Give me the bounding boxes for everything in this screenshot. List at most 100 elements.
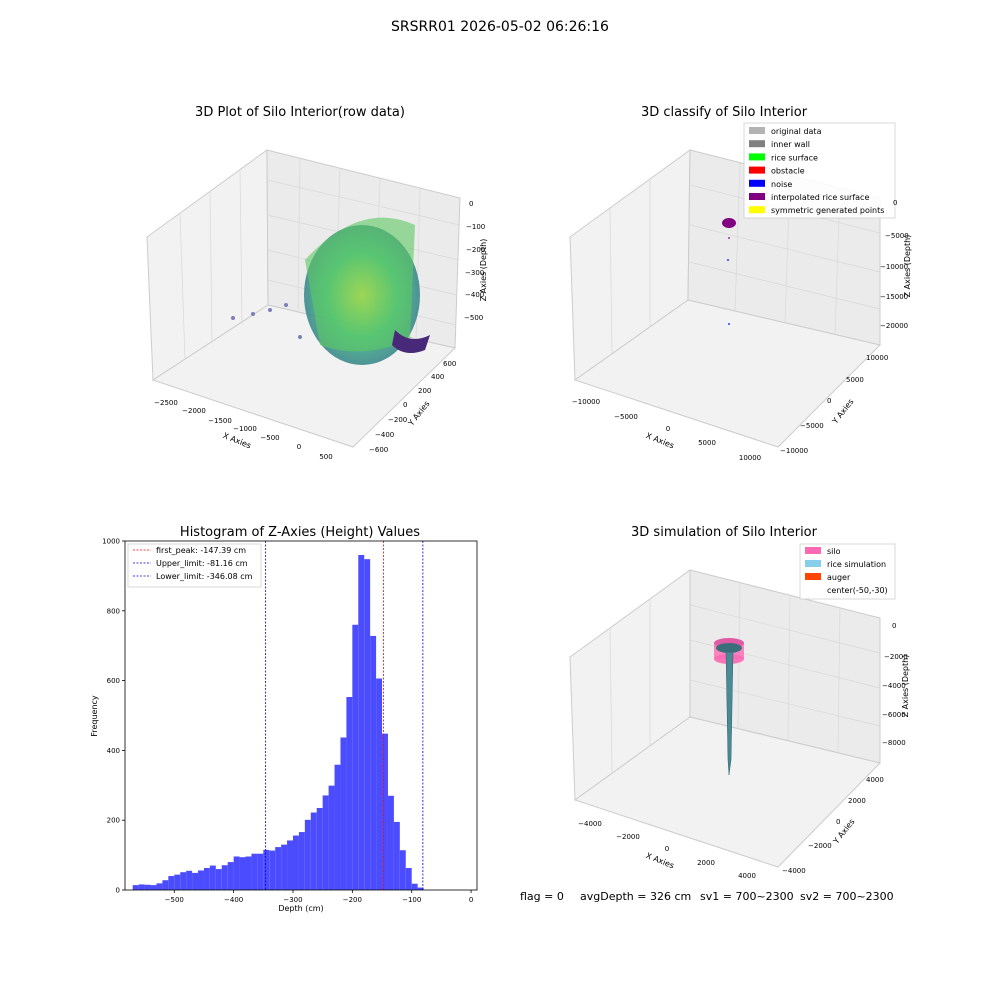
histogram-bar [257,853,264,890]
raw-3d-zlabel: Z Axies (Depth) [479,239,488,302]
classify-3d-xlabel: X Axies [645,431,676,450]
classify-3d-ztick: 0 [893,199,897,207]
raw-3d-ztick: −200 [466,246,485,254]
histogram-bar [382,733,388,890]
classify-3d-ytick: −10000 [780,447,808,455]
histogram-bar [221,865,228,890]
simulation-3d-floor-pane [573,716,881,868]
classify-3d-xtick: −5000 [614,413,638,421]
histogram-bar [156,883,163,890]
simulation-3d-yticks: −4000 −2000 0 2000 4000 [782,776,884,875]
raw-3d-xtick: −2000 [182,407,206,415]
simulation-3d-ytick: 4000 [866,776,884,784]
footer-sv2: sv2 = 700~2300 [800,890,894,903]
histogram-bar [358,554,365,890]
raw-3d-zticks: 0 −100 −200 −300 −400 −500 [464,200,485,322]
histogram-bar [370,635,377,890]
histogram-bar [340,737,347,890]
classify-3d-legend-swatch [749,153,765,161]
histogram-bar [227,862,234,890]
classify-3d-title: 3D classify of Silo Interior [641,105,808,120]
raw-3d-outlier-point [268,308,272,312]
classify-3d-ytick: 10000 [866,354,888,362]
histogram-bar [399,850,406,890]
histogram-bar [364,559,371,890]
histogram-bar [304,819,311,890]
histogram-bar [239,857,246,890]
classify-3d-ytick: 5000 [846,376,864,384]
simulation-3d-legend-label: auger [827,573,851,582]
classify-3d-ytick: −5000 [800,422,824,430]
histogram-ytick-label: 400 [107,747,120,755]
raw-3d-ytick: 200 [418,387,431,395]
classify-3d-legend-label: original data [771,127,822,136]
panel-simulation-3d: 3D simulation of Silo Interior silo rice … [569,525,910,880]
simulation-3d-legend: silo rice simulation auger center(-50,-30) [799,543,896,600]
raw-3d-ytick: 0 [403,401,407,409]
classify-3d-legend-swatch [749,193,765,200]
classify-3d-legend-label: obstacle [771,167,805,176]
raw-3d-outlier-point [231,316,235,320]
raw-3d-xticks: −2500 −2000 −1500 −1000 −500 0 500 [154,399,333,461]
histogram-bar [233,856,240,890]
histogram-bar [269,850,276,890]
histogram-ytick-label: 600 [107,677,120,685]
histogram-ylabel: Frequency [90,695,99,737]
histogram-bar [376,678,383,890]
classify-3d-xtick: 5000 [698,439,716,447]
histogram-bar [162,880,169,890]
histogram-xtick-label: 0 [469,896,473,904]
classify-3d-point [728,237,730,239]
simulation-3d-ztick: −2000 [884,653,908,661]
panel-raw-3d: 3D Plot of Silo Interior(row data) −2500… [146,105,488,461]
histogram-bar [298,832,305,890]
raw-3d-xtick: 500 [319,453,332,461]
histogram-ytick-label: 0 [116,887,120,895]
histogram-xtick-label: −300 [283,896,302,904]
classify-3d-zlabel: Z Axies (Depth) [903,235,912,298]
histogram-bar [292,835,299,890]
histogram-xtick-label: −200 [343,896,362,904]
raw-3d-ztick: −100 [466,223,485,231]
histogram-axes-frame [124,540,478,891]
simulation-3d-legend-swatch [805,573,821,580]
histogram-xtick-label: −100 [402,896,421,904]
raw-3d-ytick: 600 [443,360,456,368]
histogram-bar [180,872,187,890]
classify-3d-xticks: −10000 −5000 0 5000 10000 [572,398,761,462]
raw-3d-outlier-point [284,303,288,307]
simulation-3d-legend-items: silo rice simulation auger center(-50,-30) [805,547,888,595]
histogram-bar [215,869,222,890]
classify-3d-zticks: 0 −5000 −10000 −15000 −20000 [880,199,909,330]
histogram-bar [393,821,400,890]
raw-3d-points [231,217,430,365]
simulation-3d-legend-label: center(-50,-30) [827,586,888,595]
raw-3d-yticks: −600 −400 −200 0 200 400 600 [369,360,456,454]
simulation-3d-xtick: −4000 [578,820,602,828]
raw-3d-ytick: −400 [375,431,394,439]
histogram-yticks: 0 200 400 600 800 1000 [102,538,125,895]
classify-3d-legend-label: symmetric generated points [771,206,884,215]
classify-3d-ztick: −20000 [880,322,908,330]
simulation-3d-legend-swatch [805,547,821,554]
classify-3d-legend-label: interpolated rice surface [771,193,869,202]
histogram-legend-items: first_peak: -147.39 cm Upper_limit: -81.1… [133,546,253,581]
simulation-3d-ytick: −2000 [808,842,832,850]
classify-3d-legend-swatch [749,179,765,187]
classify-3d-point [727,259,729,261]
raw-3d-ztick: −400 [465,291,484,299]
raw-3d-xtick: −500 [260,434,279,442]
simulation-3d-model [714,638,744,776]
classify-3d-legend-swatch [749,140,765,148]
classify-3d-xtick: 0 [666,425,670,433]
simulation-3d-legend-label: rice simulation [827,560,886,569]
histogram-xtick-label: −500 [165,896,184,904]
classify-3d-legend-label: noise [771,180,792,189]
histogram-bar [411,883,418,890]
raw-3d-bottom-points [392,330,430,354]
classify-3d-legend-swatch [749,206,765,214]
raw-3d-ylabel: Y Axies [406,399,432,428]
histogram-bar [168,876,175,890]
simulation-3d-rice-column [725,651,734,776]
